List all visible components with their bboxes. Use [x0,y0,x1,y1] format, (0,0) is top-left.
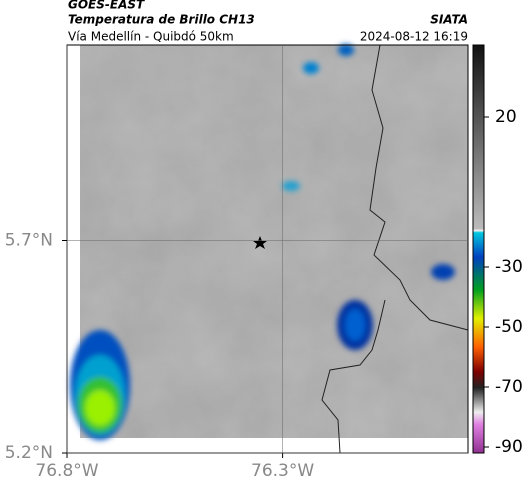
x-tick-label: 76.8°W [35,461,98,481]
y-tick-label: 5.2°N [5,443,53,463]
title: Temperatura de Brillo CH13 [68,13,255,27]
source: GOES-EAST [68,0,145,12]
y-tick-label: 5.7°N [5,231,53,251]
map-image [66,44,469,454]
colorbar-label: 20 [495,107,517,127]
colorbar-label: -90 [495,437,523,457]
axes: 76.8°W 76.3°W 5.2°N 5.7°N 20 -30 -50 -70 -90 [5,45,523,481]
colorbar-label: -70 [495,377,523,397]
subtitle: Vía Medellín - Quibdó 50km [68,30,234,44]
header: GOES-EAST Temperatura de Brillo CH13 SIA… [68,0,468,44]
colorbar-label: -50 [495,317,523,337]
x-tick-label: 76.3°W [251,461,314,481]
organization: SIATA [430,13,468,27]
datetime: 2024-08-12 16:19 [360,30,468,44]
colorbar-label: -30 [495,257,523,277]
colorbar [472,44,485,454]
